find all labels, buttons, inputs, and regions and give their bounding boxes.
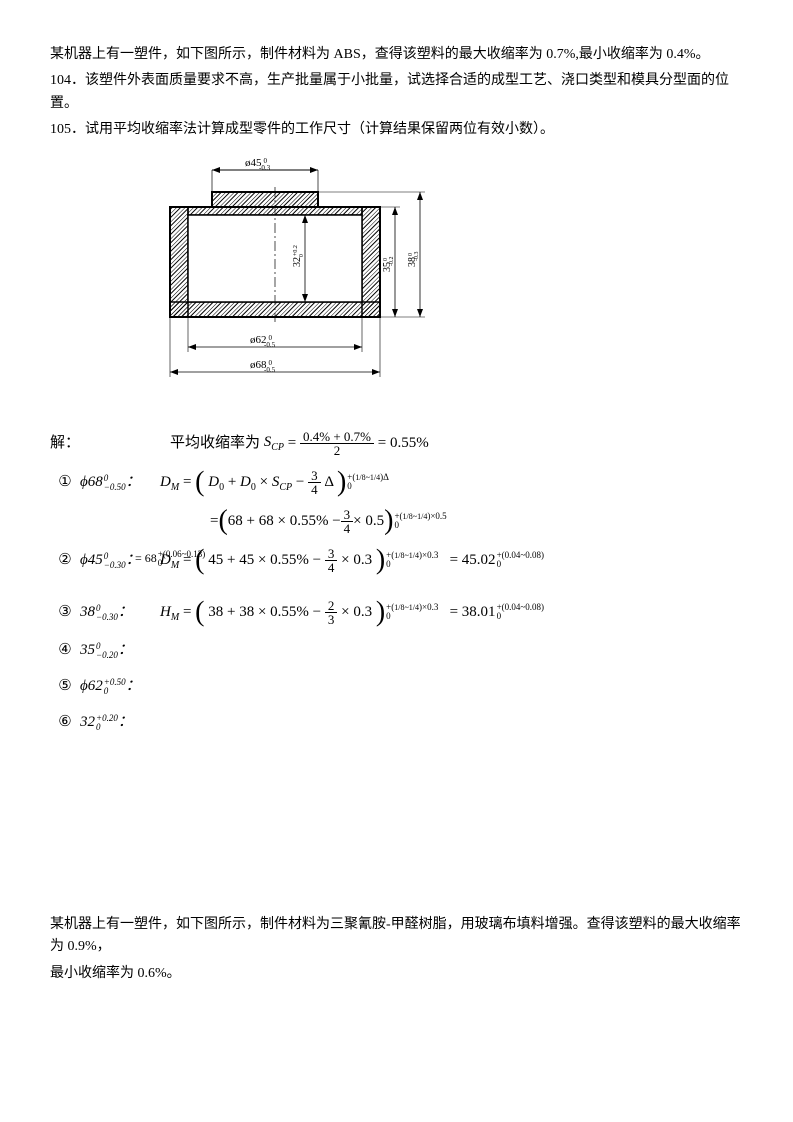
- paragraph-q105: 105．试用平均收缩率法计算成型零件的工作尺寸（计算结果保留两位有效小数）。: [50, 119, 743, 141]
- dim-h35: 350-0.2: [382, 256, 395, 272]
- row-item-4: ④ 350−0.20：: [50, 638, 743, 662]
- row-scp: 解： 平均收缩率为 SCP = 0.4% + 0.7%2 = 0.55%: [50, 430, 743, 457]
- row-item-3: ③ 380−0.30： HM = ( 38 + 38 × 0.55% − 23 …: [50, 599, 743, 626]
- label-avg: 平均收缩率为: [170, 431, 260, 455]
- solution-block: 解： 平均收缩率为 SCP = 0.4% + 0.7%2 = 0.55% ① ϕ…: [50, 430, 743, 734]
- row-item-2: ② ϕ450−0.30： = 68+(0.06~0.13)0 DM = ( 45…: [50, 547, 743, 574]
- row-item-5: ⑤ ϕ62+0.500：: [50, 674, 743, 698]
- paragraph-bottom: 某机器上有一塑件，如下图所示，制件材料为三聚氰胺-甲醛树脂，用玻璃布填料增强。查…: [50, 914, 743, 959]
- label-solution: 解：: [50, 431, 170, 455]
- paragraph-q104: 104．该塑件外表面质量要求不高，生产批量属于小批量，试选择合适的成型工艺、浇口…: [50, 70, 743, 115]
- paragraph-bottom2: 最小收缩率为 0.6%。: [50, 963, 743, 985]
- dim-h38: 380-0.3: [407, 251, 420, 267]
- engineering-diagram: ø450-0.3 32+0.20 350-0.2 380-0.3 ø620-0.…: [130, 152, 743, 400]
- row-item-1: ① ϕ680−0.50： DM = ( D0 + D0 × SCP − 34 Δ…: [50, 469, 743, 496]
- row-item-1-line2: = ( 68 + 68 × 0.55% − 34 × 0.5 )+(1/8~1/…: [210, 508, 743, 535]
- row-item-6: ⑥ 32+0.200：: [50, 710, 743, 734]
- paragraph-intro: 某机器上有一塑件，如下图所示，制件材料为 ABS，查得该塑料的最大收缩率为 0.…: [50, 44, 743, 66]
